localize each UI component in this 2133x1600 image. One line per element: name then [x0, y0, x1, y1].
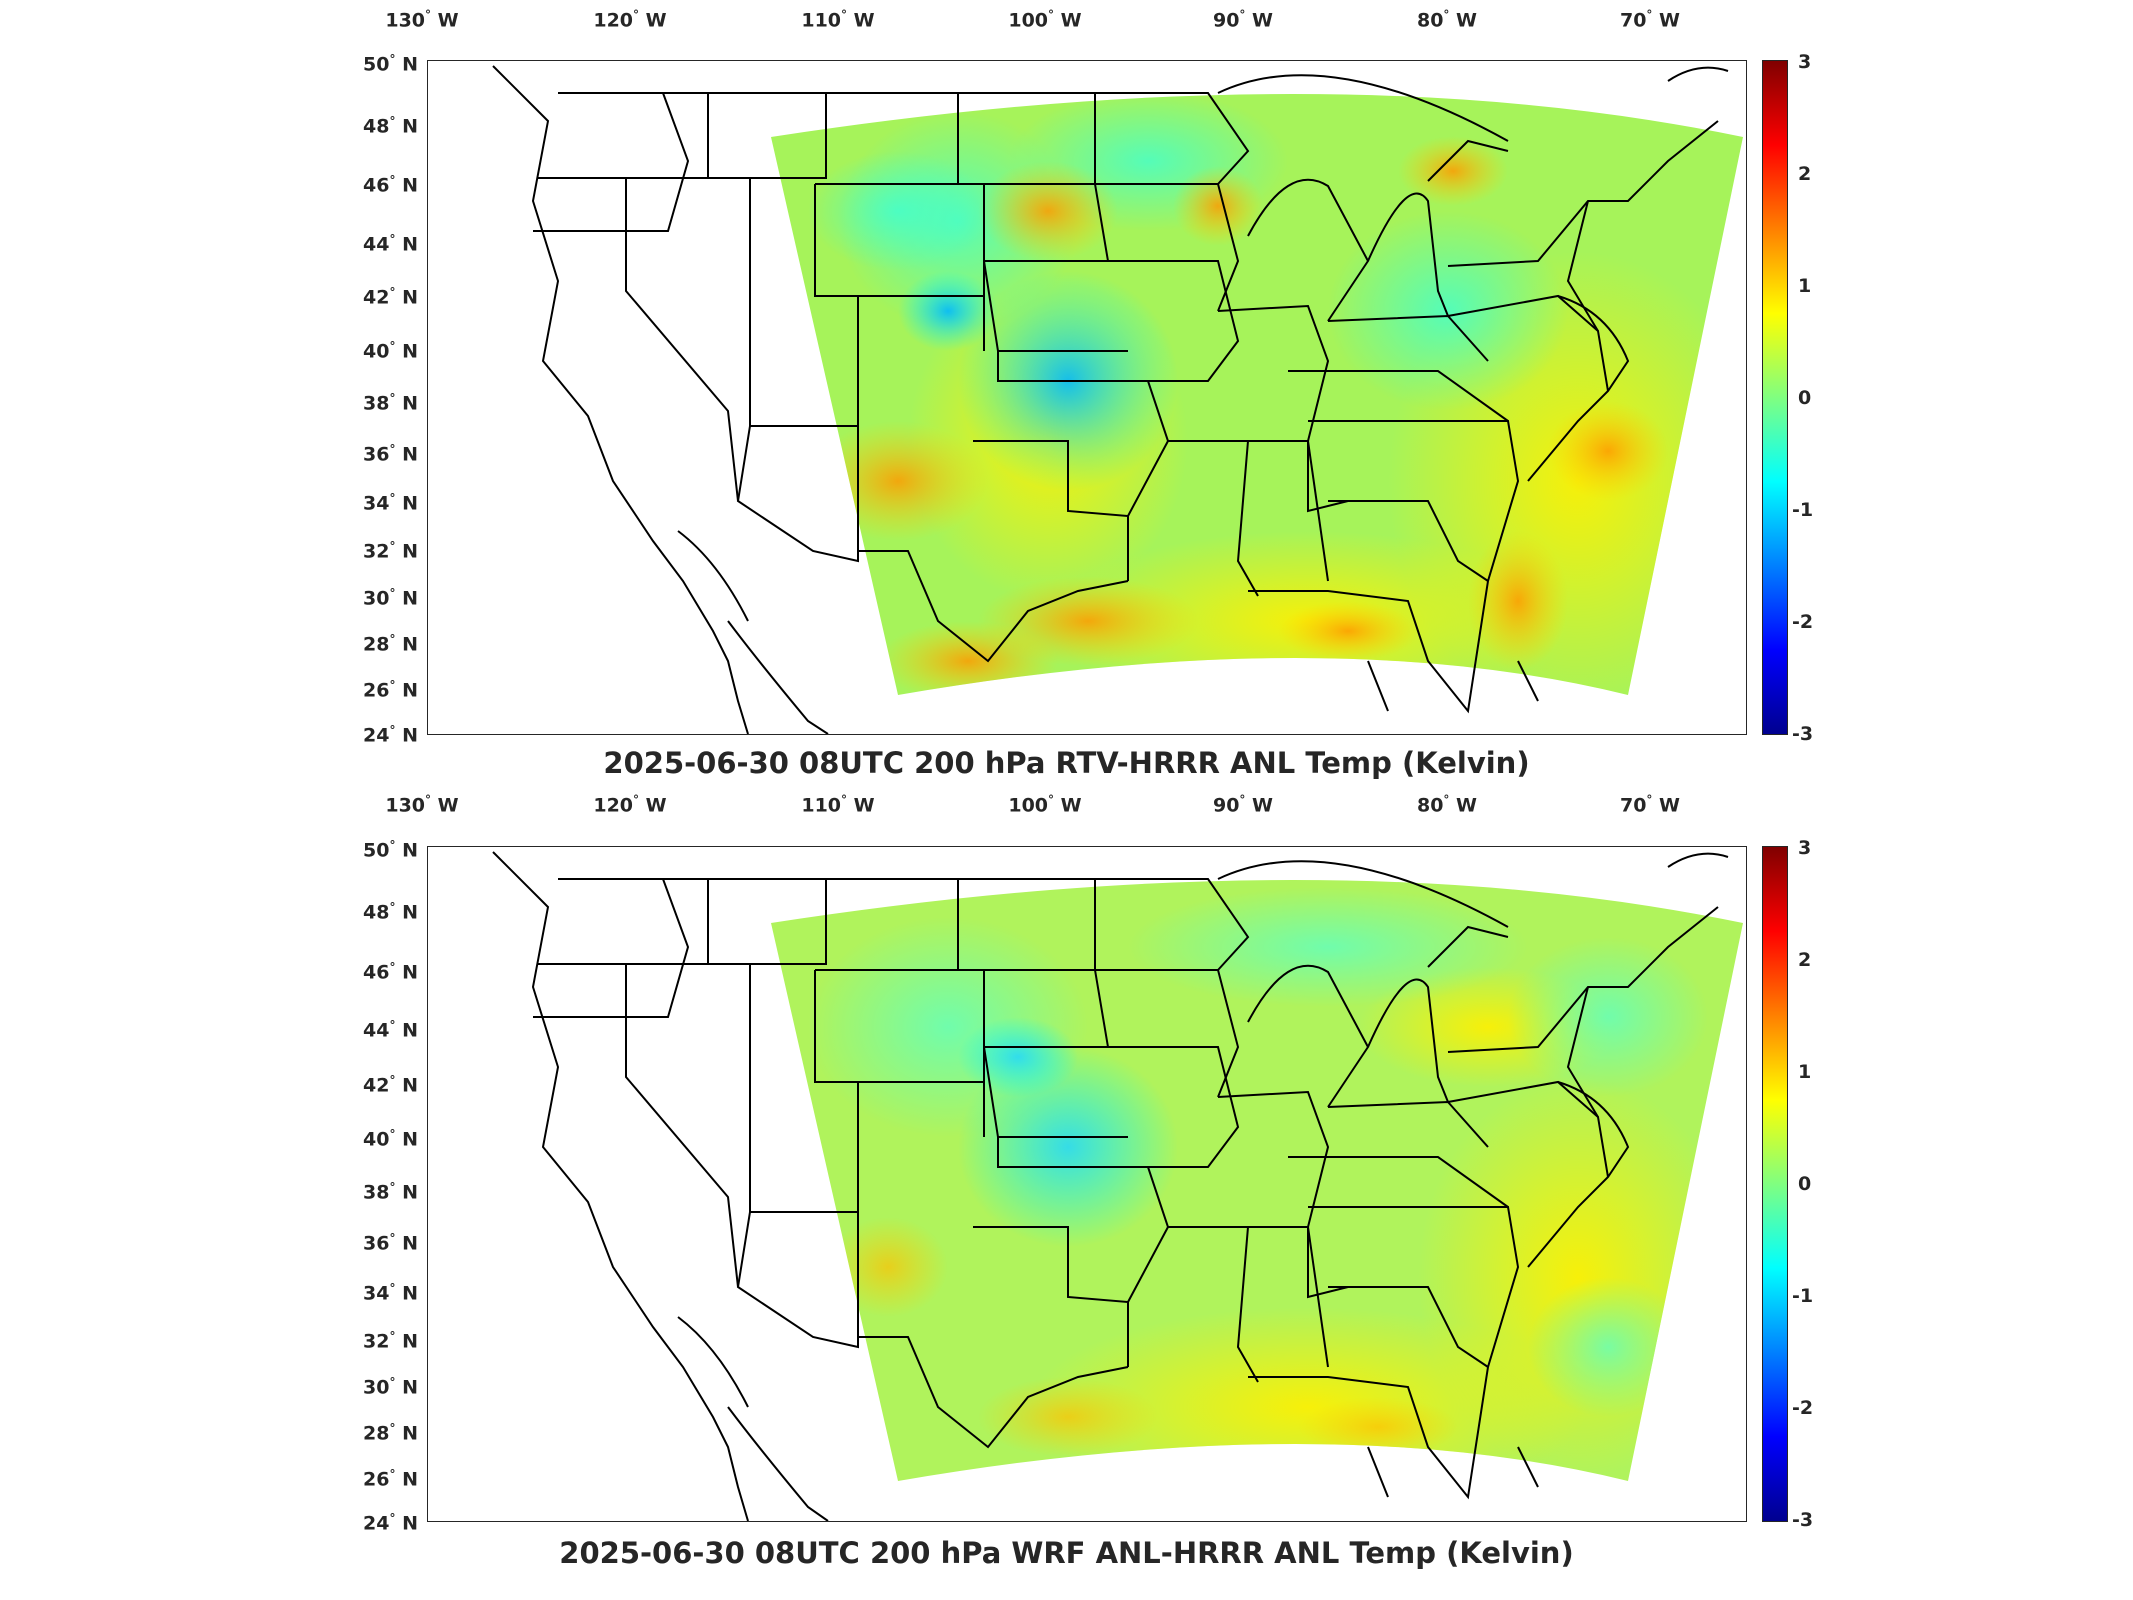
colorbar	[1762, 846, 1788, 1522]
plot-title: 2025-06-30 08UTC 200 hPa WRF ANL-HRRR AN…	[559, 1536, 1574, 1570]
lon-label: 90° W	[1212, 793, 1274, 817]
lat-label: 26° N	[363, 1467, 418, 1491]
colorbar	[1762, 60, 1788, 735]
lat-label: 34° N	[363, 491, 418, 515]
colorbar-tick: 1	[1798, 275, 1812, 297]
lon-label: 130° W	[385, 793, 459, 817]
lat-label: 28° N	[363, 632, 418, 656]
lon-label: 80° W	[1416, 8, 1478, 32]
map-area[interactable]	[427, 60, 1747, 735]
colorbar-tick: 1	[1798, 1061, 1812, 1083]
lat-label: 36° N	[363, 442, 418, 466]
map-svg	[492, 65, 1743, 734]
lat-label: 44° N	[363, 1018, 418, 1042]
lat-label: 24° N	[363, 723, 418, 747]
lon-label: 100° W	[1008, 8, 1082, 32]
colorbar-tick: 2	[1798, 949, 1812, 971]
colorbar-tick: 2	[1798, 163, 1812, 185]
lat-label: 42° N	[363, 285, 418, 309]
lat-label: 28° N	[363, 1421, 418, 1445]
lat-label: 48° N	[363, 114, 418, 138]
colorbar-tick: -2	[1792, 611, 1814, 633]
lat-label: 30° N	[363, 586, 418, 610]
colorbar-tick: 0	[1798, 1173, 1812, 1195]
lat-label: 40° N	[363, 1127, 418, 1151]
plot-title: 2025-06-30 08UTC 200 hPa RTV-HRRR ANL Te…	[603, 746, 1530, 780]
boundaries	[492, 851, 1729, 1521]
colorbar-tick: 0	[1798, 387, 1812, 409]
lat-label: 40° N	[363, 339, 418, 363]
lat-label: 46° N	[363, 173, 418, 197]
lat-label: 48° N	[363, 900, 418, 924]
map-area[interactable]	[427, 846, 1747, 1522]
lon-label: 100° W	[1008, 793, 1082, 817]
lon-label: 80° W	[1416, 793, 1478, 817]
lat-label: 44° N	[363, 232, 418, 256]
lat-label: 38° N	[363, 391, 418, 415]
panel-rtv-hrrr: 130° W 120° W 110° W 100° W 90° W 80° W …	[0, 0, 2133, 790]
colorbar-tick: -2	[1792, 1397, 1814, 1419]
lon-label: 70° W	[1619, 793, 1681, 817]
panel-wrf-hrrr: 130° W 120° W 110° W 100° W 90° W 80° W …	[0, 790, 2133, 1600]
lon-label: 110° W	[801, 793, 875, 817]
lat-label: 24° N	[363, 1511, 418, 1535]
lon-label: 130° W	[385, 8, 459, 32]
colorbar-tick: -1	[1792, 1285, 1814, 1307]
map-svg	[492, 851, 1743, 1521]
lat-label: 38° N	[363, 1180, 418, 1204]
lat-label: 26° N	[363, 678, 418, 702]
boundaries	[492, 65, 1729, 734]
lon-label: 90° W	[1212, 8, 1274, 32]
colorbar-tick: 3	[1798, 837, 1812, 859]
lat-label: 34° N	[363, 1281, 418, 1305]
lat-label: 36° N	[363, 1231, 418, 1255]
lat-label: 32° N	[363, 539, 418, 563]
colorbar-tick: -3	[1792, 1509, 1814, 1531]
lat-label: 50° N	[363, 52, 418, 76]
lat-label: 30° N	[363, 1375, 418, 1399]
lon-label: 120° W	[593, 8, 667, 32]
colorbar-tick: -3	[1792, 723, 1814, 745]
lat-label: 46° N	[363, 960, 418, 984]
colorbar-tick: -1	[1792, 499, 1814, 521]
colorbar-tick: 3	[1798, 51, 1812, 73]
lon-label: 110° W	[801, 8, 875, 32]
lat-label: 32° N	[363, 1329, 418, 1353]
lon-label: 70° W	[1619, 8, 1681, 32]
lon-label: 120° W	[593, 793, 667, 817]
lat-label: 42° N	[363, 1073, 418, 1097]
temperature-field	[771, 94, 1743, 695]
lat-label: 50° N	[363, 838, 418, 862]
